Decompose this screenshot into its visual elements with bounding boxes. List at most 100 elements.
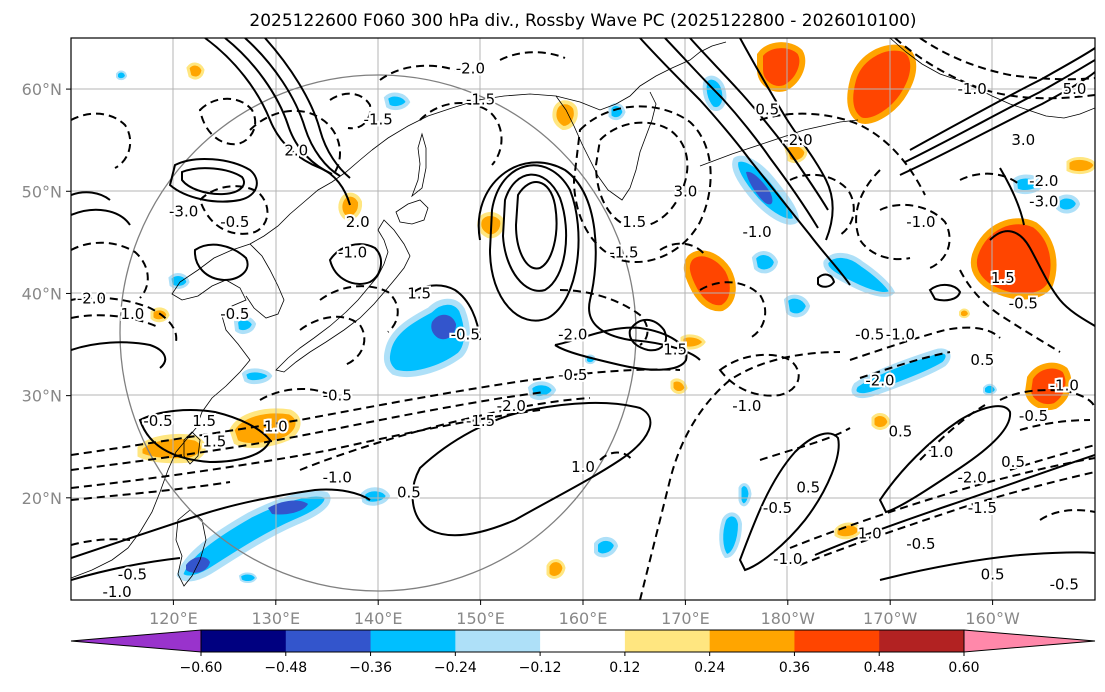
contour-negative xyxy=(659,242,706,256)
contour-label: 0.5 xyxy=(796,479,820,497)
contour-negative xyxy=(699,281,767,339)
contour-label: 1.5 xyxy=(202,433,226,451)
div-positive-region xyxy=(683,250,736,312)
y-tick-label: 50°N xyxy=(22,182,62,201)
contour-negative xyxy=(249,109,341,173)
div-negative-region xyxy=(983,383,998,396)
div-negative-region xyxy=(738,483,752,507)
contour-label: -0.5 xyxy=(451,325,480,343)
contour-label: -2.0 xyxy=(77,290,106,308)
contour-label: 0.5 xyxy=(889,422,913,440)
contour-label: -2.0 xyxy=(783,131,812,149)
contour-negative xyxy=(919,38,1095,81)
chart-title: 2025122600 F060 300 hPa div., Rossby Wav… xyxy=(249,11,916,31)
colorbar-segment xyxy=(455,630,541,652)
contour-negative xyxy=(759,112,926,196)
div-positive-region xyxy=(1066,156,1095,175)
x-tick-label: 170°W xyxy=(863,609,918,628)
div-positive-region xyxy=(834,522,862,540)
contour-positive xyxy=(224,38,333,175)
contour-negative xyxy=(329,92,372,130)
contour-positive xyxy=(904,59,1095,163)
contour-negative xyxy=(1039,509,1095,521)
coastline-aleutians xyxy=(699,119,859,167)
contour-label: -1.0 xyxy=(732,397,761,415)
y-tick-label: 60°N xyxy=(22,80,62,99)
contour-positive xyxy=(878,405,1012,514)
contour-positive xyxy=(664,38,819,229)
colorbar-segment xyxy=(540,630,626,652)
div-positive-region xyxy=(847,44,917,124)
contour-label: -0.5 xyxy=(323,387,352,405)
contour-negative xyxy=(789,173,855,236)
div-negative-region xyxy=(186,556,210,573)
axis-ticks: 120°E 130°E 140°E 150°E 160°E 170°E 180°W 170°W… xyxy=(22,80,1020,628)
colorbar-tick-label: −0.60 xyxy=(180,660,223,676)
contour-negative xyxy=(959,172,1021,186)
contour-negative xyxy=(594,121,689,228)
contour-positive xyxy=(999,167,1025,226)
colorbar-tick-label: 0.48 xyxy=(864,660,895,676)
contour-lines-negative xyxy=(71,38,1095,600)
colorbar-frame xyxy=(200,629,965,653)
div-positive-region xyxy=(186,62,205,80)
contour-negative xyxy=(859,351,951,379)
div-negative-region xyxy=(746,171,773,205)
contour-negative xyxy=(198,185,269,235)
contour-negative xyxy=(639,351,841,600)
contour-label: -2.0 xyxy=(865,371,894,389)
contour-label: -0.5 xyxy=(220,305,249,323)
contour-negative xyxy=(71,409,541,489)
contour-positive xyxy=(817,273,836,288)
contour-positive xyxy=(739,38,834,241)
colorbar-tick-label: −0.48 xyxy=(264,660,307,676)
colorbar-extend-low xyxy=(70,629,202,653)
contour-label: -0.5 xyxy=(906,535,935,553)
div-negative-region xyxy=(176,490,331,582)
y-tick-label: 20°N xyxy=(22,489,62,508)
contour-label: -0.5 xyxy=(143,412,172,430)
contour-label: 1.0 xyxy=(571,458,595,476)
div-negative-region xyxy=(1056,194,1081,214)
coastlines xyxy=(71,38,1095,587)
contour-positive xyxy=(193,243,249,282)
colorbar-tick-label: 0.12 xyxy=(609,660,640,676)
contour-label: -0.5 xyxy=(1009,295,1038,313)
div-positive-region xyxy=(670,378,688,394)
contour-positive xyxy=(628,318,667,352)
div-negative-region xyxy=(241,368,273,385)
div-positive-region xyxy=(552,100,578,131)
contour-label: 1.5 xyxy=(192,412,216,430)
contour-negative xyxy=(1019,419,1091,431)
contour-negative xyxy=(198,97,257,146)
contour-label: -1.0 xyxy=(886,325,915,343)
contour-label: 1.0 xyxy=(264,417,288,435)
contour-label: 1.5 xyxy=(622,213,646,231)
contour-label: 0.5 xyxy=(755,101,779,119)
contour-positive xyxy=(204,38,351,206)
div-negative-region xyxy=(527,381,557,400)
contour-label: -0.5 xyxy=(1050,576,1079,594)
coastline-asia-mainland xyxy=(71,149,373,579)
coastline-alaska xyxy=(889,38,1095,119)
contour-positive xyxy=(328,243,382,285)
colorbar-segment xyxy=(624,630,711,652)
contour-positive xyxy=(554,326,688,371)
div-negative-region xyxy=(383,92,411,111)
contour-label: -1.5 xyxy=(968,499,997,517)
contour-label: -0.5 xyxy=(558,366,587,384)
div-positive-region xyxy=(784,143,808,164)
contour-label: -2.0 xyxy=(558,325,587,343)
coastline-japan xyxy=(275,219,411,373)
colorbar-segment xyxy=(709,630,795,652)
contour-label: 2.0 xyxy=(346,213,370,231)
contour-label: 0.5 xyxy=(981,565,1005,583)
div-negative-region xyxy=(431,314,456,340)
contour-positive xyxy=(514,181,558,270)
contour-label: -1.0 xyxy=(906,213,935,231)
div-positive-region xyxy=(546,559,566,579)
contour-positive xyxy=(501,173,568,292)
contour-label: -0.5 xyxy=(855,325,884,343)
contour-positive xyxy=(244,38,341,177)
div-negative-region xyxy=(268,500,308,515)
